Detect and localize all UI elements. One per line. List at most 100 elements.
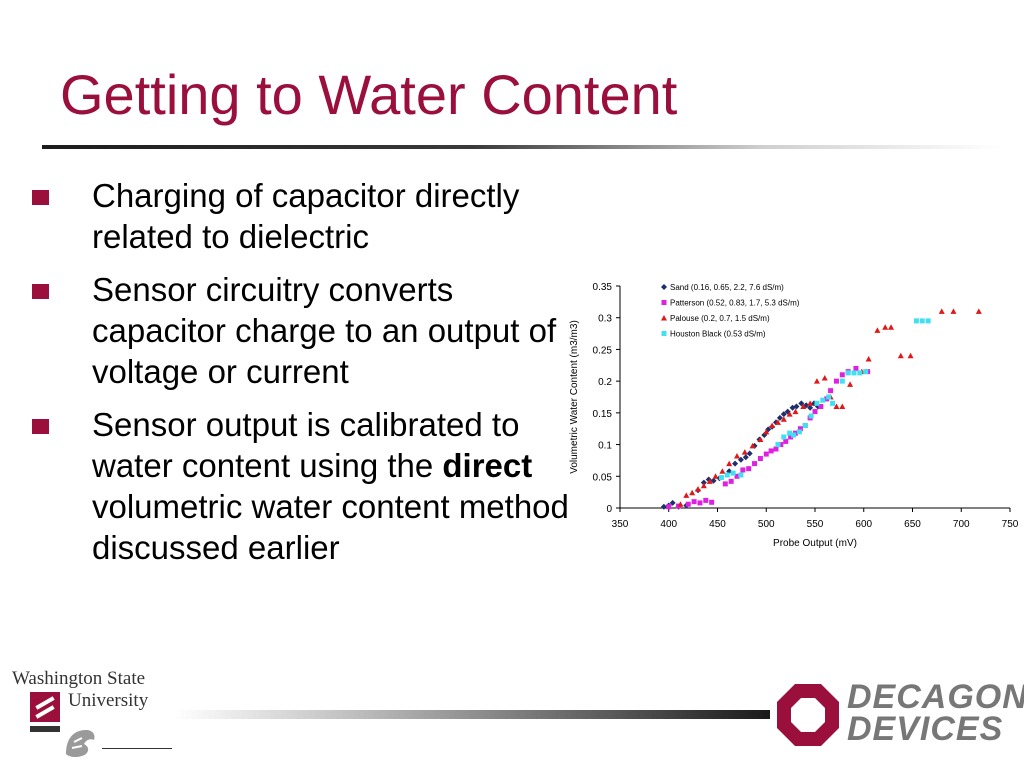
data-point-series-2 bbox=[763, 428, 770, 435]
data-point-series-0 bbox=[746, 450, 753, 457]
x-tick-label: 450 bbox=[709, 519, 726, 530]
data-point-series-2 bbox=[700, 482, 707, 489]
bullet-item: Sensor circuitry converts capacitor char… bbox=[30, 269, 570, 392]
y-tick-label: 0.2 bbox=[598, 377, 612, 388]
data-point-series-3 bbox=[808, 413, 814, 419]
data-point-series-2 bbox=[975, 308, 982, 314]
data-point-series-2 bbox=[741, 449, 748, 455]
data-point-series-2 bbox=[792, 408, 799, 415]
data-point-series-0 bbox=[751, 442, 758, 449]
data-point-series-3 bbox=[718, 475, 724, 481]
y-tick-label: 0.3 bbox=[598, 314, 612, 325]
data-point-series-0 bbox=[780, 411, 787, 418]
wsu-logo-line2: University bbox=[68, 690, 149, 711]
data-point-series-2 bbox=[807, 400, 814, 406]
data-point-series-1 bbox=[833, 378, 839, 384]
data-point-series-2 bbox=[757, 436, 764, 442]
data-point-series-2 bbox=[897, 352, 904, 359]
title-divider bbox=[42, 145, 1002, 149]
y-tick-label: 0.35 bbox=[593, 282, 613, 293]
data-point-series-1 bbox=[839, 372, 845, 378]
data-point-series-2 bbox=[749, 442, 756, 449]
data-point-series-2 bbox=[833, 403, 840, 410]
bullet-text-post: volumetric water content method discusse… bbox=[92, 488, 569, 566]
y-axis-label: Volumetric Water Content (m3/m3) bbox=[569, 320, 580, 474]
data-point-series-1 bbox=[788, 434, 794, 440]
data-point-series-1 bbox=[746, 466, 752, 472]
cougar-head-icon bbox=[66, 730, 95, 757]
data-point-series-0 bbox=[789, 404, 796, 411]
data-point-series-2 bbox=[938, 308, 945, 314]
data-point-series-3 bbox=[830, 400, 836, 406]
data-point-series-1 bbox=[828, 388, 834, 394]
x-tick-label: 700 bbox=[953, 519, 970, 530]
y-tick-label: 0.05 bbox=[593, 472, 613, 483]
data-point-series-1 bbox=[697, 500, 703, 506]
data-point-series-1 bbox=[773, 446, 779, 452]
data-point-series-1 bbox=[783, 438, 789, 444]
data-point-series-0 bbox=[742, 454, 749, 461]
data-point-series-0 bbox=[710, 477, 717, 484]
bullet-item: Sensor output is calibrated to water con… bbox=[30, 404, 570, 568]
data-point-series-0 bbox=[700, 479, 707, 486]
data-point-series-2 bbox=[839, 403, 846, 410]
square-bullet-icon bbox=[32, 419, 49, 434]
data-point-series-3 bbox=[802, 423, 808, 429]
legend-label-2: Palouse (0.2, 0.7, 1.5 dS/m) bbox=[670, 314, 770, 323]
data-point-series-0 bbox=[660, 503, 667, 510]
data-point-series-1 bbox=[691, 499, 697, 505]
legend-label-0: Sand (0.16, 0.65, 2.2, 7.6 dS/m) bbox=[670, 283, 784, 292]
data-point-series-3 bbox=[919, 318, 925, 324]
data-point-series-3 bbox=[925, 318, 931, 324]
wsu-divider bbox=[102, 748, 172, 749]
data-point-series-1 bbox=[778, 442, 784, 448]
data-point-series-3 bbox=[857, 370, 863, 376]
decagon-logo-line1: DECAGON bbox=[847, 678, 1024, 716]
data-point-series-2 bbox=[695, 485, 701, 492]
data-point-series-3 bbox=[791, 432, 797, 438]
data-point-series-2 bbox=[683, 492, 690, 498]
wsu-logo: Washington State University bbox=[12, 668, 177, 763]
data-point-series-1 bbox=[666, 504, 672, 510]
data-point-series-2 bbox=[689, 489, 696, 496]
data-point-series-2 bbox=[719, 468, 726, 474]
square-bullet-icon bbox=[32, 284, 49, 299]
data-point-series-1 bbox=[740, 467, 746, 473]
wsu-shield-icon bbox=[30, 692, 60, 722]
data-point-series-2 bbox=[847, 381, 854, 387]
data-point-series-1 bbox=[685, 501, 691, 507]
decagon-devices-logo: DECAGON DEVICES bbox=[775, 678, 1024, 748]
data-point-series-2 bbox=[874, 327, 881, 333]
data-point-series-1 bbox=[709, 499, 715, 505]
x-tick-label: 750 bbox=[1002, 519, 1019, 530]
data-point-series-1 bbox=[768, 448, 774, 454]
square-bullet-icon bbox=[32, 190, 49, 205]
data-point-series-2 bbox=[950, 308, 957, 314]
x-tick-label: 400 bbox=[660, 519, 677, 530]
y-tick-label: 0 bbox=[606, 504, 612, 515]
data-point-series-2 bbox=[888, 324, 895, 330]
data-point-series-3 bbox=[839, 378, 845, 384]
data-point-series-3 bbox=[724, 472, 730, 478]
bullet-text: Sensor circuitry converts capacitor char… bbox=[92, 271, 557, 390]
bullet-text: Charging of capacitor directly related t… bbox=[92, 177, 520, 255]
data-point-series-2 bbox=[865, 355, 872, 362]
data-point-series-2 bbox=[821, 374, 828, 381]
legend-marker-2 bbox=[661, 315, 667, 321]
data-point-series-3 bbox=[820, 397, 826, 403]
octagon-logo-icon bbox=[777, 684, 839, 746]
data-point-series-1 bbox=[703, 497, 709, 503]
data-point-series-3 bbox=[796, 429, 802, 435]
y-tick-label: 0.25 bbox=[593, 345, 613, 356]
x-axis-label: Probe Output (mV) bbox=[773, 538, 857, 549]
data-point-series-2 bbox=[706, 478, 713, 484]
data-point-series-1 bbox=[818, 404, 824, 410]
data-point-series-0 bbox=[732, 460, 739, 467]
legend-label-1: Patterson (0.52, 0.83, 1.7, 5.3 dS/m) bbox=[670, 299, 800, 308]
x-tick-label: 350 bbox=[612, 519, 629, 530]
data-point-series-3 bbox=[738, 472, 744, 478]
data-point-series-0 bbox=[807, 404, 814, 411]
decagon-logo-line2: DEVICES bbox=[847, 710, 1004, 748]
y-tick-label: 0.1 bbox=[598, 441, 612, 452]
data-point-series-3 bbox=[781, 434, 787, 440]
